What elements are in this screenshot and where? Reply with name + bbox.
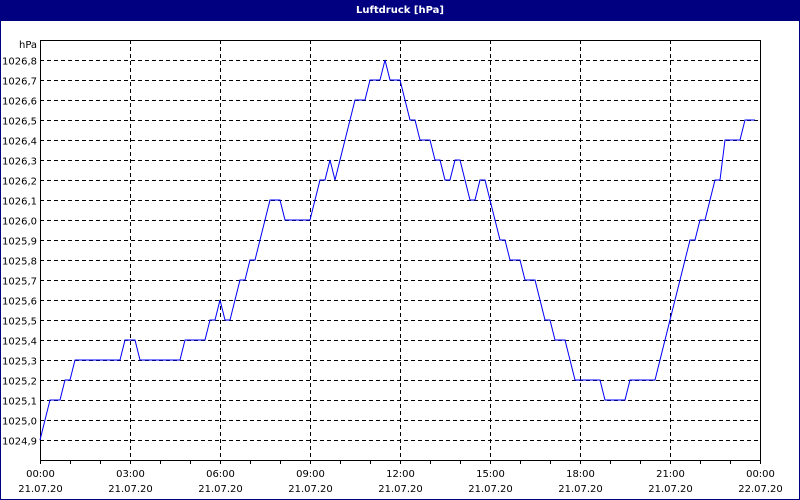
grid — [40, 40, 760, 460]
y-tick-label: 1026,1 — [2, 197, 37, 208]
y-tick-label: 1024,9 — [2, 437, 37, 448]
x-tick-time: 12:00 — [386, 469, 415, 480]
pressure-chart: hPa 1026,8 1026,7 1026,6 1026,5 1026,4 1026,3… — [2, 40, 783, 495]
y-tick-label: 1025,0 — [2, 417, 37, 428]
y-tick-label: 1025,9 — [2, 237, 37, 248]
y-axis-label: hPa — [19, 40, 37, 51]
y-tick-label: 1025,3 — [2, 357, 37, 368]
x-tick-date: 21.07.20 — [288, 484, 333, 495]
x-tick-date: 22.07.20 — [738, 484, 783, 495]
y-tick-label: 1026,8 — [2, 57, 37, 68]
x-tick-date: 21.07.20 — [378, 484, 423, 495]
y-tick-label: 1026,6 — [2, 97, 37, 108]
y-tick-labels: 1026,8 1026,7 1026,6 1026,5 1026,4 1026,3 1026… — [2, 57, 37, 448]
y-tick-label: 1026,7 — [2, 77, 37, 88]
x-tick-time: 00:00 — [26, 469, 55, 480]
y-tick-label: 1025,8 — [2, 257, 37, 268]
x-tick-time: 15:00 — [476, 469, 505, 480]
y-tick-label: 1026,4 — [2, 137, 37, 148]
y-tick-label: 1025,2 — [2, 377, 37, 388]
x-tick-time: 18:00 — [566, 469, 595, 480]
y-tick-label: 1025,1 — [2, 397, 37, 408]
x-tick-date: 21.07.20 — [198, 484, 243, 495]
x-tick-date: 21.07.20 — [108, 484, 153, 495]
y-tick-label: 1026,2 — [2, 177, 37, 188]
chart-title: Luftdruck [hPa] — [1, 1, 799, 21]
pressure-line — [39, 59, 755, 441]
y-tick-label: 1026,3 — [2, 157, 37, 168]
y-tick-label: 1025,7 — [2, 277, 37, 288]
x-tick-time: 21:00 — [656, 469, 685, 480]
x-tick-date: 21.07.20 — [648, 484, 693, 495]
y-tick-label: 1026,0 — [2, 217, 37, 228]
y-tick-label: 1026,5 — [2, 117, 37, 128]
x-tick-date: 21.07.20 — [468, 484, 513, 495]
x-tick-time: 03:00 — [116, 469, 145, 480]
x-tick-date: 21.07.20 — [558, 484, 603, 495]
x-tick-time: 09:00 — [296, 469, 325, 480]
x-tick-date: 21.07.20 — [18, 484, 63, 495]
x-tick-time: 00:00 — [746, 469, 775, 480]
y-tick-label: 1025,4 — [2, 337, 37, 348]
x-tick-labels: 00:00 21.07.20 03:00 21.07.20 06:00 21.07.20 0… — [18, 469, 783, 495]
y-tick-label: 1025,5 — [2, 317, 37, 328]
x-tick-time: 06:00 — [206, 469, 235, 480]
axes — [40, 40, 761, 464]
y-tick-label: 1025,6 — [2, 297, 37, 308]
